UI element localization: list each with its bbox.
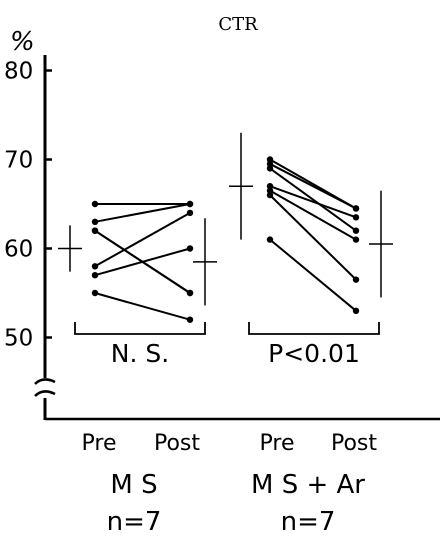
data-point-pre bbox=[266, 236, 274, 243]
y-axis-unit: % bbox=[10, 27, 35, 57]
chart-title: CTR bbox=[218, 14, 258, 35]
data-point-pre bbox=[91, 272, 99, 279]
x-labels: Pre Post Pre Post bbox=[82, 431, 378, 456]
bracket-ms bbox=[74, 322, 206, 335]
data-point-pre bbox=[91, 200, 99, 208]
pair-line bbox=[269, 194, 357, 281]
x-label-pre-msar: Pre bbox=[260, 431, 295, 456]
data-point-pre bbox=[91, 227, 99, 234]
data-point-post bbox=[186, 245, 194, 252]
group-label-msar: M S + Ar bbox=[251, 470, 365, 500]
data-point-post bbox=[352, 276, 360, 283]
data-point-post bbox=[352, 205, 360, 212]
data-point-post bbox=[352, 307, 360, 314]
group-n-msar: n=7 bbox=[281, 507, 336, 536]
y-ticks: 80 70 60 50 bbox=[4, 59, 52, 352]
y-tick-label: 60 bbox=[4, 237, 33, 263]
group-labels: M S n=7 M S + Ar n=7 bbox=[107, 470, 366, 536]
data-point-pre bbox=[266, 156, 274, 163]
pair-line bbox=[94, 292, 191, 321]
pair-line bbox=[94, 247, 191, 277]
y-axis bbox=[34, 55, 440, 421]
bracket-msar bbox=[248, 322, 380, 335]
data-point-post bbox=[352, 227, 360, 234]
data-point-post bbox=[352, 236, 360, 243]
pair-line bbox=[269, 189, 357, 241]
axis-break-mark bbox=[34, 378, 56, 397]
pair-line bbox=[269, 167, 357, 232]
stat-label-ms: N. S. bbox=[111, 339, 169, 368]
pair-line bbox=[269, 238, 357, 312]
y-tick-label: 80 bbox=[4, 59, 33, 85]
group-label-ms: M S bbox=[110, 470, 157, 500]
significance-brackets: N. S. P<0.01 bbox=[74, 322, 380, 368]
group-n-ms: n=7 bbox=[107, 507, 162, 536]
x-label-post-msar: Post bbox=[331, 431, 377, 456]
data-point-pre bbox=[91, 289, 99, 297]
data-point-pre bbox=[91, 218, 99, 225]
data-point-pre bbox=[91, 263, 99, 270]
data-point-pre bbox=[266, 191, 274, 199]
x-label-post-ms: Post bbox=[154, 431, 200, 456]
data-point-post bbox=[352, 214, 360, 221]
plot-area bbox=[58, 132, 393, 323]
y-tick-label: 50 bbox=[4, 326, 33, 352]
data-point-pre bbox=[266, 183, 274, 190]
data-point-post bbox=[186, 200, 194, 208]
pair-line bbox=[94, 212, 191, 268]
data-point-post bbox=[186, 289, 194, 297]
data-point-pre bbox=[266, 187, 274, 194]
pair-line bbox=[269, 185, 357, 219]
stat-label-msar: P<0.01 bbox=[268, 339, 360, 368]
data-point-pre bbox=[266, 165, 274, 172]
pair-line bbox=[94, 203, 191, 223]
pair-line bbox=[269, 163, 357, 210]
data-point-post bbox=[186, 209, 194, 217]
x-label-pre-ms: Pre bbox=[82, 431, 117, 456]
y-tick-label: 70 bbox=[4, 148, 33, 174]
data-point-post bbox=[186, 316, 194, 323]
data-point-pre bbox=[266, 160, 274, 168]
